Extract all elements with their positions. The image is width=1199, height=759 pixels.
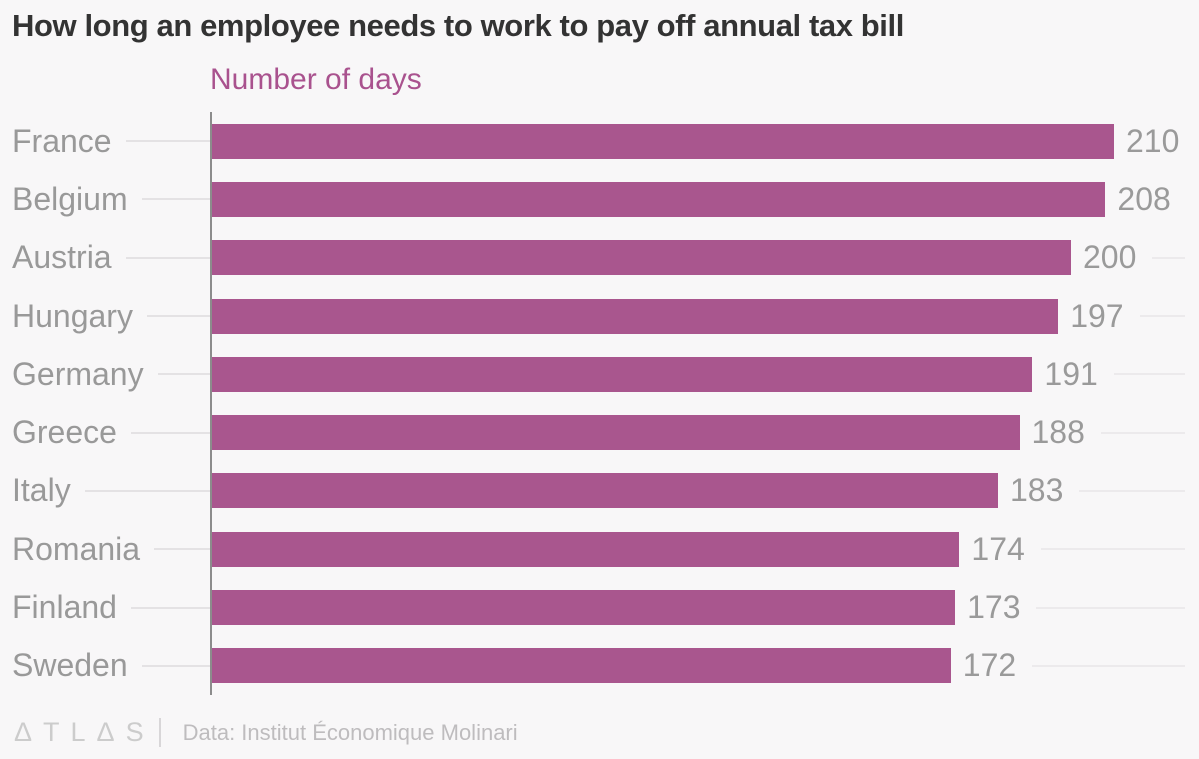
category-label: Belgium (12, 180, 128, 217)
category-label-cell: Austria (12, 239, 210, 276)
bar-row: Hungary 197 (12, 286, 1185, 346)
value-label: 172 (962, 647, 1017, 684)
bar-row: Belgium 208 (12, 170, 1187, 229)
value-label: 183 (1010, 472, 1064, 509)
atlas-logo: ΔTLΔS (14, 717, 155, 747)
bar (212, 298, 1059, 334)
category-label: Greece (12, 414, 117, 451)
bar (212, 473, 998, 509)
category-label-cell: Romania (12, 531, 210, 568)
value-label: 210 (1126, 122, 1180, 159)
label-leader-line (154, 548, 210, 551)
value-leader-line (1079, 489, 1185, 492)
value-label: 173 (967, 589, 1021, 626)
bar (212, 648, 951, 684)
footer-divider (158, 718, 161, 747)
axis-units-label: Number of days (210, 63, 422, 96)
category-label-cell: Finland (12, 589, 210, 626)
category-label: Austria (12, 239, 112, 276)
label-leader-line (141, 664, 210, 667)
value-leader-line (1032, 664, 1185, 667)
bar-plot-area: 183 (210, 461, 1185, 521)
category-label-cell: Sweden (12, 647, 210, 684)
category-label: France (12, 122, 112, 159)
bar-plot-area: 174 (210, 520, 1185, 579)
category-label: Finland (12, 589, 117, 626)
value-label: 200 (1083, 239, 1137, 276)
bar-plot-area: 200 (210, 228, 1185, 287)
bar-chart: France 210 Belgium 208 Austria (12, 112, 1185, 695)
data-source-credit: Data: Institut Économique Molinari (182, 719, 518, 745)
bar (212, 531, 960, 567)
bar-row: France 210 (12, 112, 1185, 171)
footer: ΔTLΔS Data: Institut Économique Molinari (14, 717, 518, 748)
label-leader-line (157, 373, 210, 376)
value-label: 191 (1044, 355, 1098, 392)
label-leader-line (125, 256, 210, 259)
bar (212, 415, 1020, 451)
category-label-cell: Germany (12, 356, 210, 393)
value-leader-line (1152, 256, 1185, 259)
category-label: Germany (12, 355, 144, 392)
value-leader-line (1100, 431, 1185, 434)
label-leader-line (84, 489, 210, 492)
category-label: Hungary (12, 297, 133, 334)
category-label: Sweden (12, 647, 128, 684)
bar-row: Italy 183 (12, 461, 1185, 521)
bar (212, 240, 1071, 276)
value-label: 197 (1070, 297, 1124, 334)
bar-plot-area: 197 (210, 286, 1185, 346)
value-leader-line (1113, 373, 1185, 376)
bar (212, 123, 1114, 159)
bar-plot-area: 208 (210, 170, 1187, 229)
bar-row: Greece 188 (12, 403, 1185, 462)
category-label-cell: Greece (12, 414, 210, 451)
label-leader-line (130, 606, 210, 609)
bar-plot-area: 173 (210, 578, 1185, 637)
value-leader-line (1040, 548, 1185, 551)
bar-row: Sweden 172 (12, 636, 1185, 695)
bar-plot-area: 172 (210, 636, 1185, 695)
label-leader-line (141, 198, 210, 201)
bar-plot-area: 188 (210, 403, 1185, 462)
category-label: Romania (12, 530, 141, 567)
bar-row: Austria 200 (12, 228, 1185, 287)
bar (212, 590, 956, 626)
value-label: 188 (1031, 414, 1085, 451)
bar-row: Romania 174 (12, 520, 1185, 579)
bar-plot-area: 210 (210, 112, 1195, 171)
bar (212, 181, 1106, 217)
category-label-cell: France (12, 123, 210, 160)
value-leader-line (1139, 315, 1185, 318)
category-label-cell: Hungary (12, 298, 210, 335)
label-leader-line (125, 140, 210, 143)
bar-row: Germany 191 (12, 345, 1185, 404)
bar-plot-area: 191 (210, 345, 1185, 404)
label-leader-line (130, 431, 210, 434)
bar-row: Finland 173 (12, 578, 1185, 637)
category-label: Italy (12, 472, 71, 509)
category-label-cell: Belgium (12, 181, 210, 218)
value-leader-line (1036, 606, 1185, 609)
bar (212, 356, 1033, 392)
value-label: 208 (1117, 180, 1171, 217)
label-leader-line (146, 315, 210, 318)
category-label-cell: Italy (12, 472, 210, 509)
chart-title: How long an employee needs to work to pa… (12, 8, 904, 43)
value-label: 174 (971, 530, 1025, 567)
